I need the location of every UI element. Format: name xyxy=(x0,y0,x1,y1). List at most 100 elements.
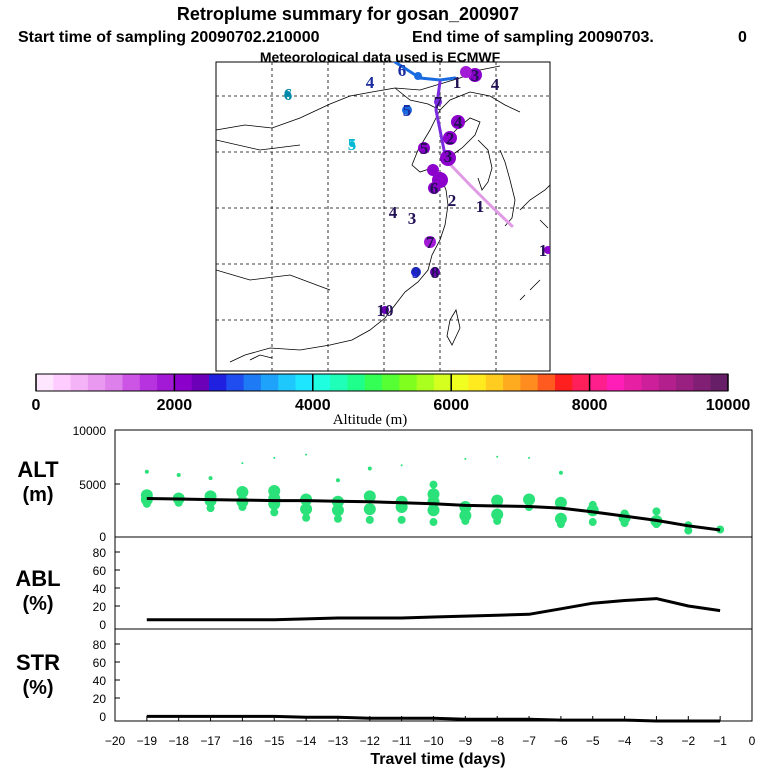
figure-title: Retroplume summary for gosan_200907 xyxy=(177,4,519,24)
x-axis-ticks: −20 −19 −18 −17 −16 −15 −14 −13 −12 −11 −10 −9 −8 −7−… xyxy=(105,716,756,748)
str-tick-label: 20 xyxy=(93,692,107,706)
map-day-label: 6 xyxy=(284,85,293,104)
abl-tick-label: 0 xyxy=(99,618,106,632)
colorbar-cell xyxy=(451,374,469,391)
map-day-label: 3 xyxy=(408,209,417,228)
map-day-label: 2 xyxy=(448,191,457,210)
map-day-label: 6 xyxy=(430,179,439,198)
str-tick-label: 60 xyxy=(93,656,107,670)
end-time-value: 0 xyxy=(738,29,747,46)
map-day-label: 5 xyxy=(403,101,412,120)
colorbar-cell xyxy=(641,374,660,391)
abl-panel-frame xyxy=(114,536,753,630)
colorbar-cell xyxy=(260,374,279,391)
x-tick-label: −20 xyxy=(105,734,126,748)
abl-tick-label: 20 xyxy=(93,600,107,614)
x-tick-label: −19 xyxy=(137,734,158,748)
map-day-label: 8 xyxy=(431,263,440,282)
x-tick-label: −15 xyxy=(264,734,285,748)
alt-y-ticks: 10000 5000 0 xyxy=(73,424,107,544)
colorbar-cell xyxy=(312,374,331,391)
trajectory-point xyxy=(430,267,440,277)
alt-point xyxy=(427,504,440,517)
alt-label: ALT xyxy=(17,457,59,482)
alt-point xyxy=(273,456,276,459)
trajectory-segment-lower xyxy=(444,158,514,228)
alt-point xyxy=(588,500,597,509)
colorbar-cell xyxy=(70,374,89,391)
alt-point xyxy=(300,503,313,516)
alt-point xyxy=(176,472,181,477)
x-tick-label: −16 xyxy=(232,734,253,748)
map-day-label: 5 xyxy=(348,135,357,154)
trajectory-point xyxy=(427,164,439,176)
map-day-label: 1 xyxy=(539,241,548,260)
colorbar-cell xyxy=(139,374,158,391)
alt-point xyxy=(554,496,567,509)
abl-label: ABL xyxy=(15,566,60,591)
alt-point xyxy=(554,512,567,525)
colorbar-cell xyxy=(676,374,694,391)
abl-tick-label: 60 xyxy=(93,564,107,578)
x-tick-label: −8 xyxy=(490,734,504,748)
colorbar-cell xyxy=(157,374,175,391)
alt-point xyxy=(523,493,536,506)
colorbar-tick-label: 10000 xyxy=(706,397,751,414)
alt-point xyxy=(363,490,376,503)
trajectory-point xyxy=(381,306,389,314)
alt-tick-label: 10000 xyxy=(73,424,107,438)
map-day-label: 4 xyxy=(491,75,500,94)
trajectory-point xyxy=(402,105,412,115)
y-tick-marks xyxy=(115,429,120,699)
colorbar-cell xyxy=(53,374,72,391)
str-tick-label: 80 xyxy=(93,638,107,652)
map-day-label: 5 xyxy=(420,139,429,158)
abl-unit: (%) xyxy=(22,593,53,615)
map-panel: 6 4 5 4 3 2 1 4 1 10 7 9 8 6 5 4 3 2 3 7 xyxy=(215,61,551,372)
alt-point xyxy=(496,455,499,458)
trajectory-point xyxy=(440,150,456,166)
trajectory-point xyxy=(451,115,465,129)
x-tick-label: −4 xyxy=(618,734,632,748)
colorbar-cell xyxy=(347,374,366,391)
map-day-label: 10 xyxy=(377,301,394,320)
x-tick-label: −12 xyxy=(360,734,381,748)
colorbar-tick-label: 8000 xyxy=(572,397,608,414)
trajectory-segment-middle xyxy=(434,80,448,162)
colorbar-cell xyxy=(693,374,712,391)
str-label: STR xyxy=(16,650,60,675)
map-day-label: 1 xyxy=(453,73,462,92)
x-tick-label: −13 xyxy=(328,734,349,748)
alt-tick-label: 0 xyxy=(99,530,106,544)
colorbar-tick-label: 4000 xyxy=(295,397,331,414)
trajectory-point xyxy=(349,141,355,147)
map-day-label: 2 xyxy=(446,129,455,148)
alt-point xyxy=(236,486,249,499)
x-tick-label: −6 xyxy=(554,734,568,748)
alt-scatter xyxy=(140,453,725,535)
alt-point xyxy=(331,504,344,517)
alt-unit: (m) xyxy=(22,484,53,506)
colorbar-cell xyxy=(278,374,296,391)
x-tick-label: −17 xyxy=(200,734,221,748)
colorbar-cell xyxy=(191,374,210,391)
map-day-label: 4 xyxy=(389,203,398,222)
alt-point xyxy=(363,503,376,516)
series-lines xyxy=(146,497,721,723)
x-tick-label: −7 xyxy=(522,734,536,748)
colorbar-cell xyxy=(710,374,729,391)
series-line-alt xyxy=(146,497,721,532)
x-tick-label: −5 xyxy=(586,734,600,748)
end-time-label: End time of sampling 20090703. xyxy=(412,29,654,46)
alt-point xyxy=(459,509,472,522)
colorbar-cell xyxy=(520,374,539,391)
x-axis-label: Travel time (days) xyxy=(370,751,505,768)
colorbar-cell xyxy=(606,374,625,391)
trajectory xyxy=(393,62,514,228)
alt-point xyxy=(335,478,340,483)
series-line-abl xyxy=(146,597,721,622)
colorbar-cell xyxy=(416,374,435,391)
colorbar-cell xyxy=(503,374,521,391)
colorbar-cells xyxy=(36,374,729,391)
colorbar-cell xyxy=(382,374,400,391)
